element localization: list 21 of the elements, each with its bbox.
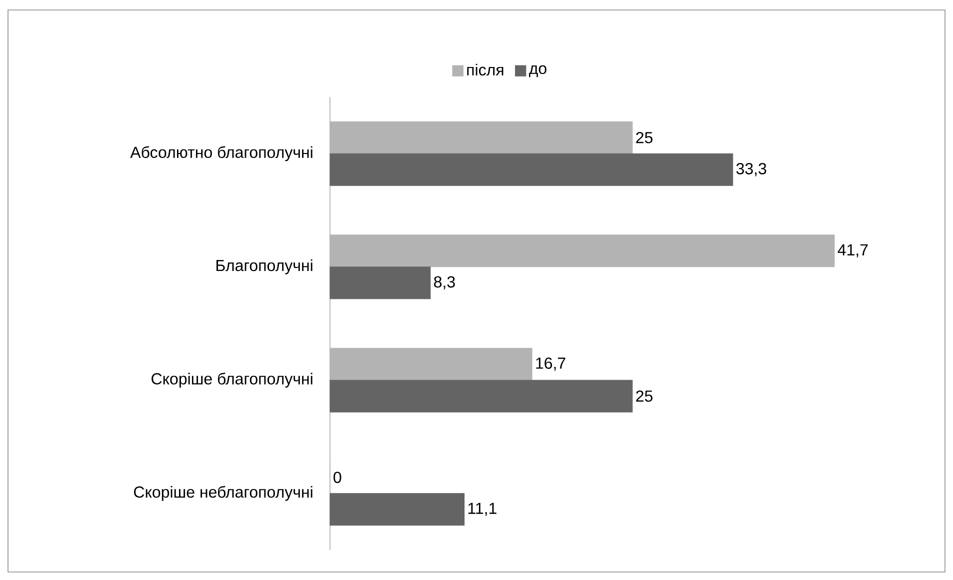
y-tick-label: Скоріше неблагополучні [134,486,312,501]
legend-label: після [467,64,504,76]
data-label: 33,3 [736,163,766,176]
bar [330,380,633,412]
data-label: 16,7 [536,358,566,371]
y-tick-label: Благополучні [216,259,312,274]
data-label: 0 [334,472,342,484]
bar [330,121,633,154]
bar [330,234,835,268]
bar [330,493,465,526]
data-label: 25 [636,390,652,402]
bar [330,266,431,300]
data-label: 8,3 [434,276,455,290]
data-label: 25 [636,132,652,144]
y-tick-label: Абсолютно благополучні [130,146,312,162]
bar [330,153,734,186]
legend-label: до [529,65,546,78]
data-label: 11,1 [468,502,496,516]
bar [330,348,532,380]
y-tick-label: Скоріше благополучні [152,372,312,388]
data-label: 41,7 [838,244,868,258]
